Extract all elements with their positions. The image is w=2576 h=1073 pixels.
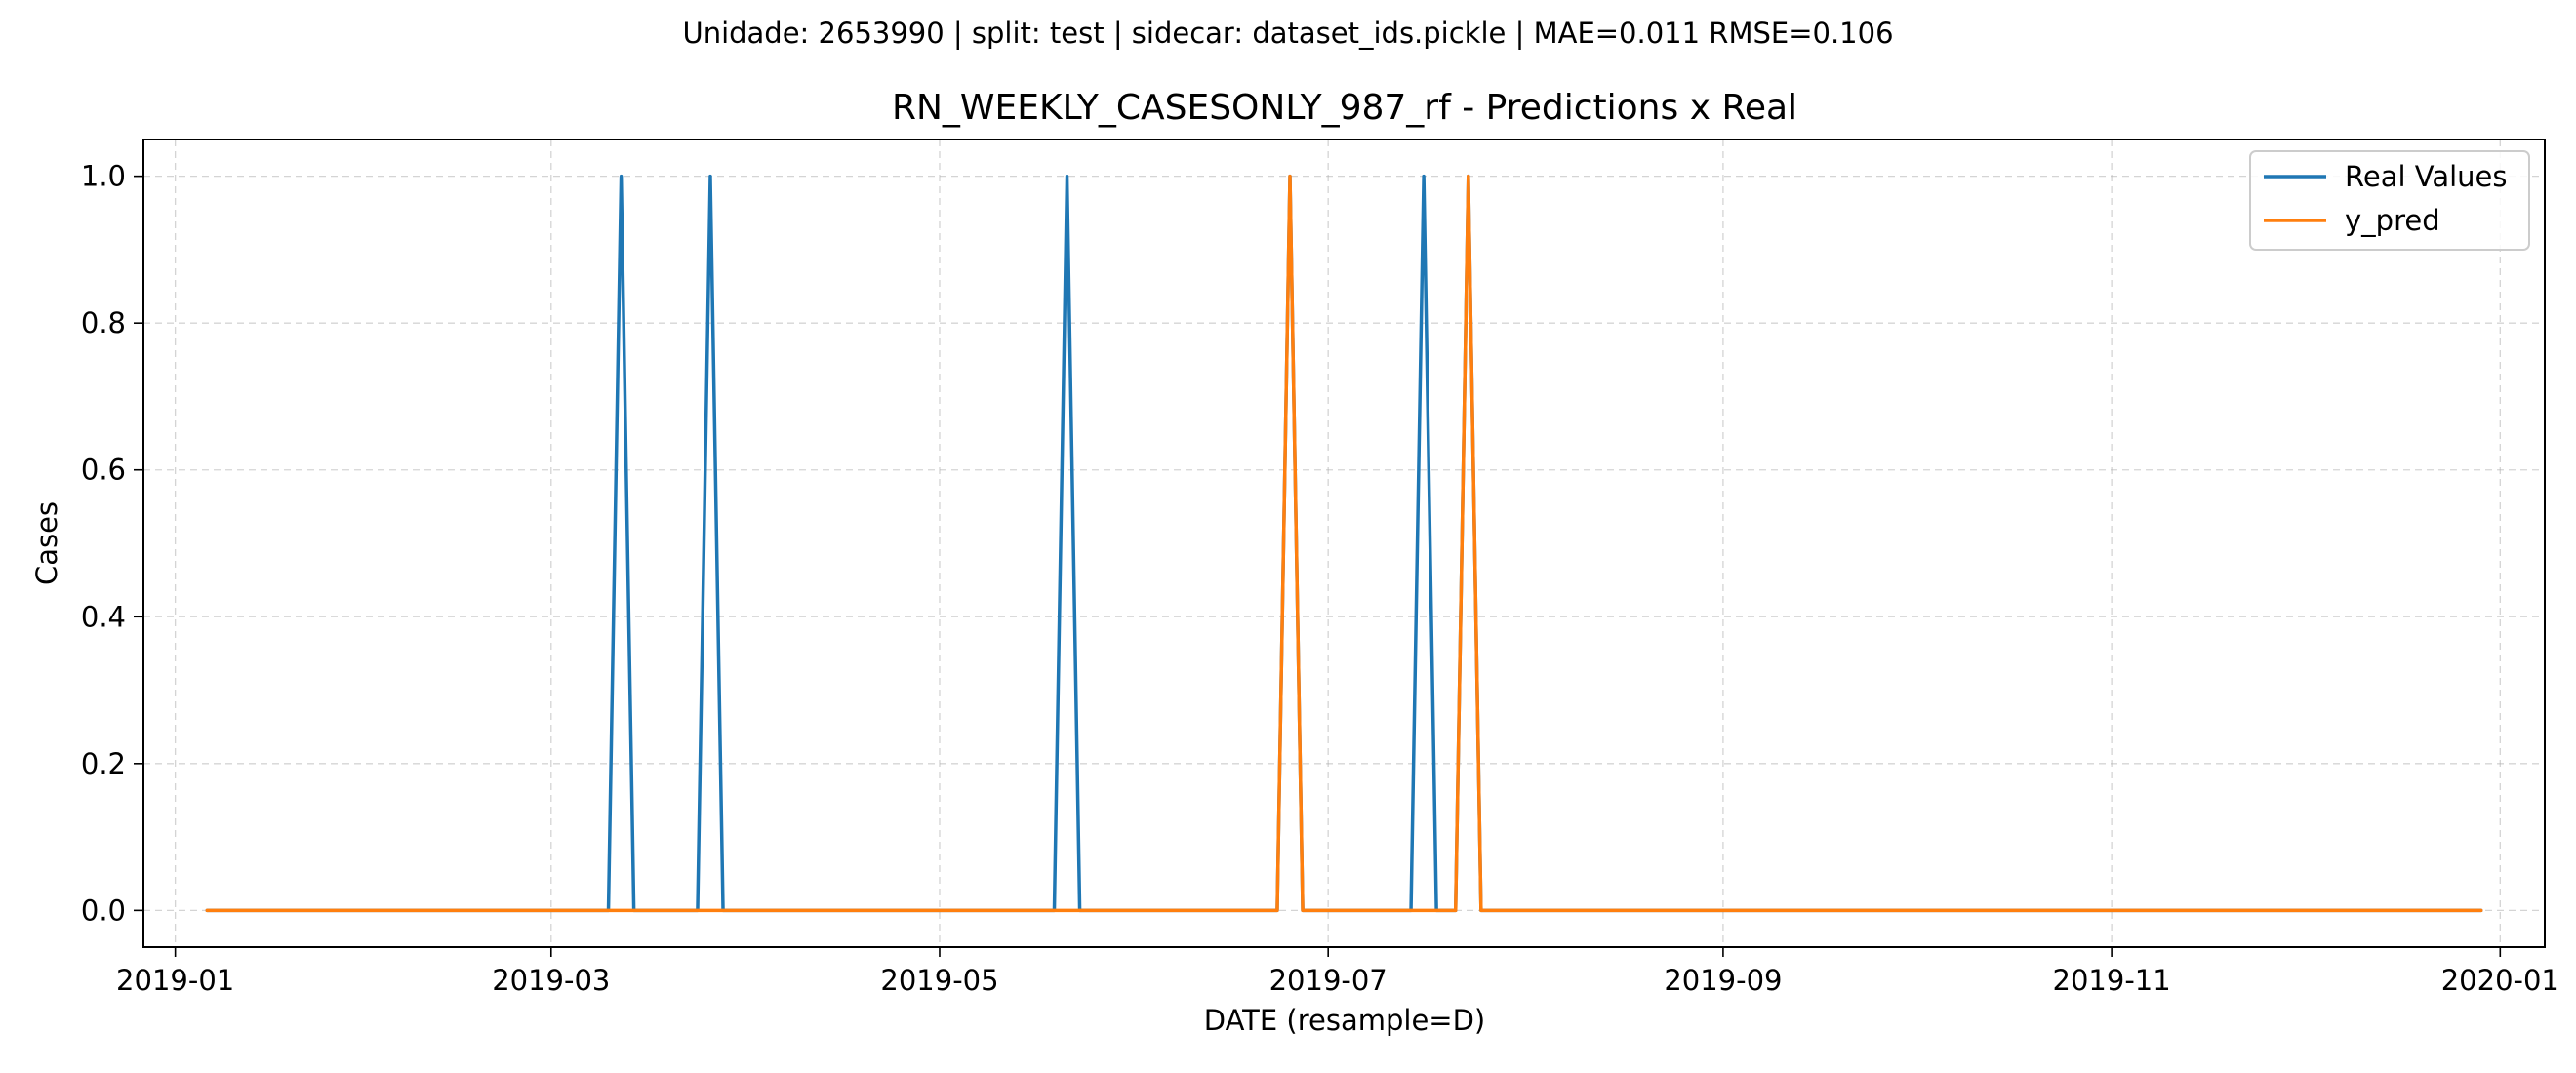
legend-label-y-pred: y_pred: [2345, 204, 2440, 237]
y-tick-label: 0.6: [81, 454, 126, 487]
y-axis-label: Cases: [30, 501, 63, 585]
x-axis-ticks: 2019-01 2019-03 2019-05 2019-07 2019-09 2019-…: [116, 947, 2559, 997]
y-tick-label: 0.0: [81, 894, 126, 927]
y-tick-label: 1.0: [81, 160, 126, 193]
plot-series: [205, 174, 2483, 913]
y-tick-label: 0.8: [81, 306, 126, 339]
y-axis-ticks: 0.0 0.2 0.4 0.6 0.8 1.0: [81, 160, 143, 927]
y-tick-label: 0.4: [81, 600, 126, 633]
y-tick-label: 0.2: [81, 747, 126, 780]
chart-title: RN_WEEKLY_CASESONLY_987_rf - Predictions…: [892, 88, 1797, 128]
figure-suptitle: Unidade: 2653990 | split: test | sidecar…: [682, 17, 1893, 50]
x-axis-label: DATE (resample=D): [1204, 1004, 1486, 1037]
series-line-y-pred: [205, 174, 2483, 913]
x-tick-label: 2019-01: [116, 964, 234, 997]
x-tick-label: 2019-07: [1269, 964, 1388, 997]
x-tick-label: 2019-05: [880, 964, 998, 997]
legend: Real Values y_pred: [2249, 150, 2530, 251]
x-tick-label: 2020-01: [2441, 964, 2559, 997]
legend-label-real-values: Real Values: [2345, 160, 2507, 193]
x-tick-label: 2019-09: [1664, 964, 1782, 997]
x-tick-label: 2019-11: [2053, 964, 2171, 997]
x-tick-label: 2019-03: [492, 964, 610, 997]
grid: [143, 139, 2545, 947]
series-line-real-values: [205, 174, 2483, 913]
plot-frame: [142, 139, 2546, 948]
